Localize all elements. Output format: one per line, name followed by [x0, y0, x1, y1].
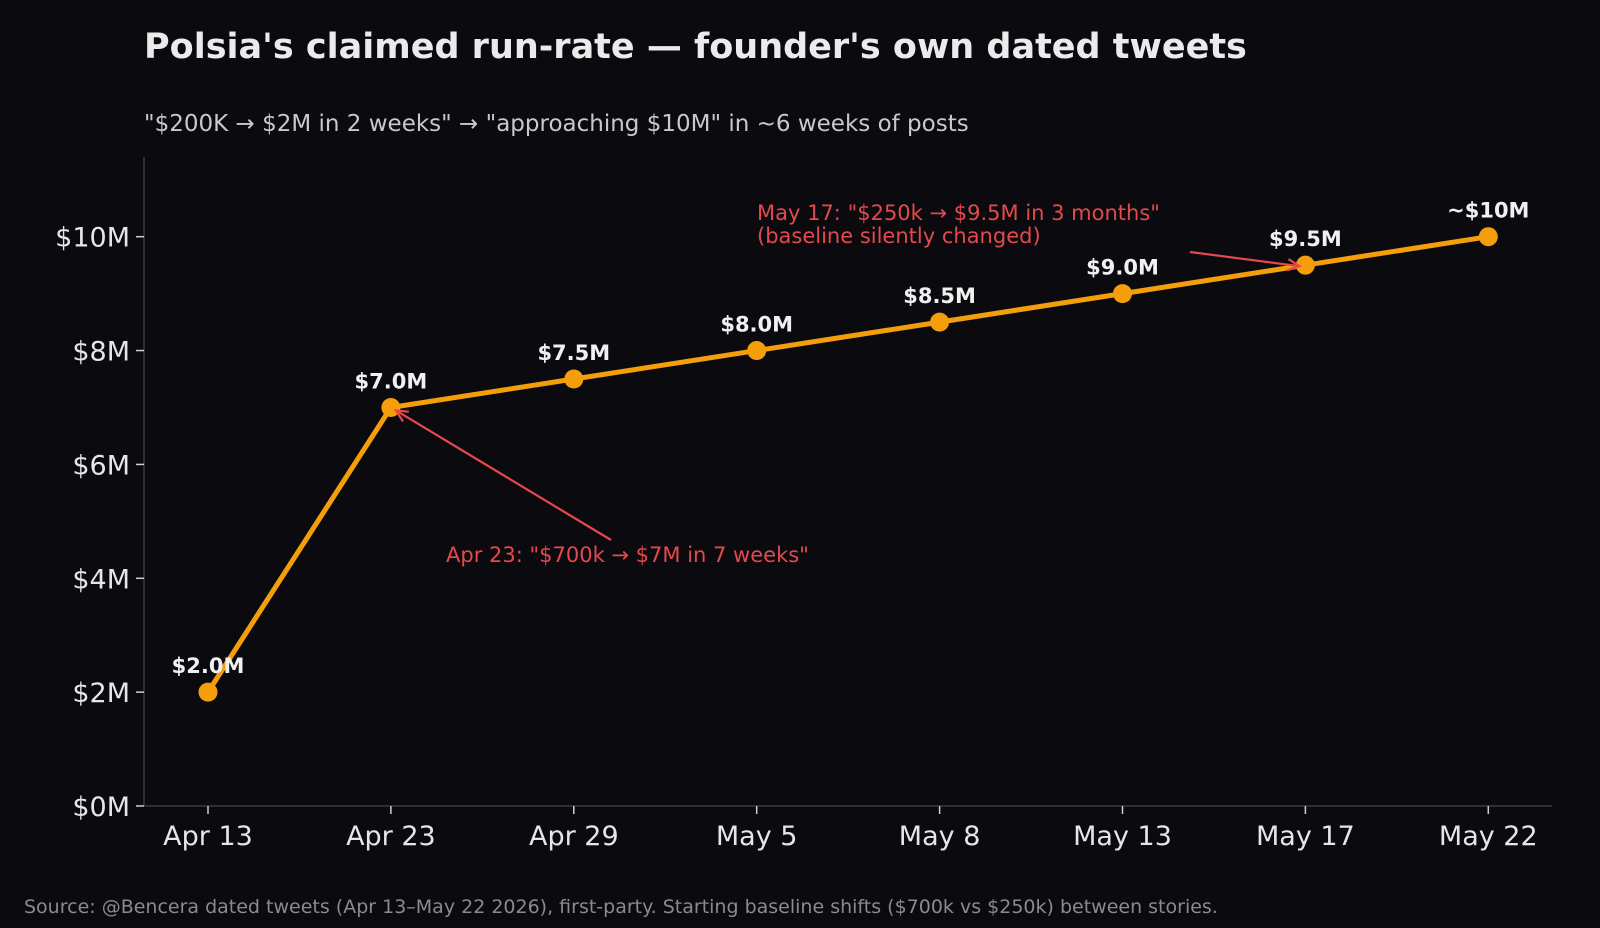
- x-tick-label: May 5: [716, 821, 798, 852]
- data-label: $7.5M: [537, 341, 610, 365]
- data-point: [198, 682, 218, 702]
- annotation-apr-23: Apr 23: "$700k → $7M in 7 weeks": [393, 409, 809, 567]
- data-point: [930, 312, 950, 332]
- y-axis-ticks: $0M $2M $4M $6M $8M $10M: [55, 223, 144, 823]
- annotation-arrowhead-may-17: [1286, 258, 1302, 272]
- annotation-may-17: May 17: "$250k → $9.5M in 3 months" (bas…: [757, 201, 1302, 272]
- data-label: $7.0M: [355, 369, 428, 393]
- x-tick-label: May 22: [1439, 821, 1538, 852]
- x-tick-label: May 17: [1256, 821, 1355, 852]
- data-label: $9.0M: [1086, 256, 1159, 280]
- data-point: [747, 341, 767, 361]
- data-label: $8.5M: [903, 284, 976, 308]
- x-tick-label: Apr 29: [529, 821, 619, 852]
- data-label: $9.5M: [1269, 227, 1342, 251]
- annotation-text-may-17-line1: May 17: "$250k → $9.5M in 3 months": [757, 201, 1160, 225]
- data-point: [1478, 227, 1498, 247]
- x-tick-label: Apr 23: [346, 821, 436, 852]
- annotation-text-apr-23: Apr 23: "$700k → $7M in 7 weeks": [446, 543, 809, 567]
- data-point: [1113, 284, 1132, 304]
- y-tick-label: $8M: [72, 337, 130, 368]
- data-label: ~$10M: [1447, 199, 1529, 223]
- data-label: $8.0M: [720, 313, 793, 337]
- y-tick-label: $6M: [72, 450, 130, 481]
- series-line-run-rate: [205, 234, 1491, 695]
- x-axis-ticks: Apr 13 Apr 23 Apr 29 May 5 May 8 May 13 May 17…: [163, 806, 1538, 852]
- annotation-text-may-17-line2: (baseline silently changed): [757, 224, 1041, 248]
- data-point: [564, 369, 584, 389]
- data-point: [1295, 255, 1315, 275]
- data-label: $2.0M: [172, 654, 245, 678]
- y-tick-label: $0M: [72, 792, 130, 823]
- y-tick-label: $4M: [72, 564, 130, 595]
- data-points: [198, 227, 1498, 702]
- chart-subtitle: "$200K → $2M in 2 weeks" → "approaching …: [144, 111, 969, 137]
- x-tick-label: May 8: [899, 821, 981, 852]
- y-tick-label: $2M: [72, 678, 130, 709]
- y-tick-label: $10M: [55, 223, 130, 254]
- data-labels: $2.0M $7.0M $7.5M $8.0M $8.5M $9.0M $9.5M ~$10M: [172, 199, 1530, 678]
- annotation-arrow-may-17: [1189, 250, 1300, 268]
- annotation-arrow-apr-23: [395, 409, 612, 541]
- x-tick-label: May 13: [1073, 821, 1172, 852]
- x-tick-label: Apr 13: [163, 821, 253, 852]
- source-note: Source: @Bencera dated tweets (Apr 13–Ma…: [24, 896, 1218, 918]
- data-point: [381, 397, 401, 417]
- annotation-arrowhead-apr-23: [393, 409, 409, 422]
- chart-title: Polsia's claimed run-rate — founder's ow…: [144, 27, 1247, 67]
